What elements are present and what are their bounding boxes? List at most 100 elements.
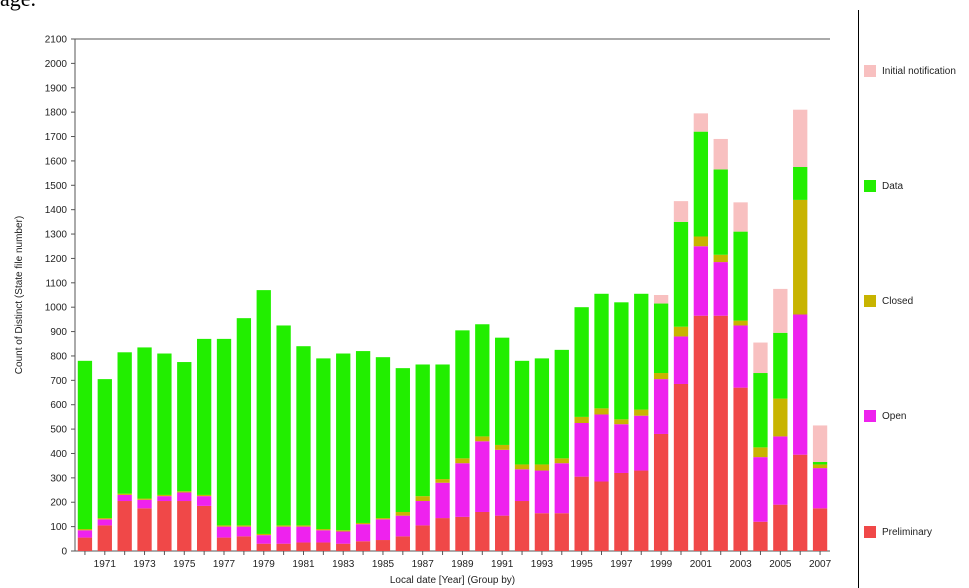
chart-legend: Initial notification Data Closed Open Prelim… [862, 0, 969, 588]
bar-initial-notification-2001 [693, 113, 709, 132]
bar-preliminary-1992 [514, 501, 530, 551]
y-tick-label: 800 [50, 351, 67, 362]
bar-closed-1971 [97, 518, 112, 520]
bar-closed-2000 [673, 326, 689, 337]
y-tick-labels: 0 100 200 300 400 500 600 700 800 900 1000 1100 1200… [45, 35, 68, 558]
bar-preliminary-1998 [634, 470, 649, 551]
x-tick-label: 1989 [451, 559, 474, 570]
bar-initial-notification-2007 [812, 425, 828, 463]
bar-preliminary-1983 [336, 543, 351, 551]
bar-open-2006 [793, 314, 808, 455]
bar-data-1984 [355, 351, 371, 523]
bar-data-1972 [117, 352, 132, 494]
bar-preliminary-1999 [653, 433, 669, 551]
bar-preliminary-1990 [475, 511, 490, 551]
bar-closed-1997 [614, 419, 629, 425]
y-tick-label: 2100 [45, 35, 68, 46]
bar-closed-2003 [733, 320, 748, 326]
x-axis-title: Local date [Year] (Group by) [390, 575, 515, 586]
bar-open-1993 [534, 470, 550, 514]
bar-preliminary-1979 [256, 543, 271, 551]
bar-initial-notification-2004 [753, 342, 768, 374]
bar-data-1970 [77, 360, 93, 530]
x-tick-label: 1999 [650, 559, 673, 570]
bar-data-2003 [733, 231, 748, 321]
y-tick-label: 1900 [45, 83, 68, 94]
bar-open-1984 [355, 524, 371, 542]
bar-open-1997 [614, 424, 629, 473]
bar-open-1995 [574, 423, 589, 477]
legend-item-initial-notification: Initial notification [864, 65, 956, 77]
bar-data-1987 [415, 364, 430, 497]
y-tick-label: 900 [50, 327, 67, 338]
bar-preliminary-2002 [713, 315, 728, 551]
bar-data-1983 [336, 353, 351, 531]
bar-data-1979 [256, 290, 271, 534]
bar-preliminary-2007 [812, 508, 828, 551]
legend-item-data: Data [864, 180, 903, 192]
bar-initial-notification-2005 [773, 288, 788, 333]
bar-closed-1982 [316, 529, 331, 531]
bar-open-1977 [216, 526, 232, 538]
bar-closed-1977 [216, 525, 232, 527]
legend-item-preliminary: Preliminary [864, 526, 932, 538]
bar-data-1971 [97, 379, 112, 519]
y-tick-label: 1300 [45, 230, 68, 241]
y-axis-title: Count of Distinct (State file number) [14, 216, 25, 374]
bar-open-1974 [157, 496, 172, 502]
bar-open-2001 [693, 246, 709, 316]
y-tick-label: 100 [50, 522, 67, 533]
bar-preliminary-1973 [137, 508, 152, 551]
legend-swatch [864, 410, 876, 422]
bar-open-1978 [236, 526, 252, 537]
bar-preliminary-2001 [693, 315, 709, 551]
bar-data-1977 [216, 338, 232, 526]
y-tick-label: 1600 [45, 156, 68, 167]
bar-open-1985 [375, 519, 391, 541]
bar-data-1989 [455, 330, 470, 459]
bar-open-2003 [733, 325, 748, 388]
x-tick-label: 1973 [133, 559, 156, 570]
bar-preliminary-1993 [534, 513, 550, 551]
legend-label: Data [882, 180, 904, 192]
bar-preliminary-1984 [355, 541, 371, 551]
x-tick-label: 2005 [769, 559, 792, 570]
bar-data-1985 [375, 357, 391, 519]
bar-open-1971 [97, 519, 112, 526]
bar-data-2007 [812, 462, 828, 465]
bar-open-2007 [812, 468, 828, 509]
bar-closed-1995 [574, 416, 589, 423]
x-tick-label: 1981 [292, 559, 315, 570]
bar-closed-2005 [773, 398, 788, 437]
bar-data-1995 [574, 307, 589, 417]
bar-closed-1989 [455, 458, 470, 464]
bar-open-1988 [435, 482, 450, 519]
bar-open-1973 [137, 499, 152, 509]
bar-open-2000 [673, 336, 689, 384]
bar-open-1979 [256, 535, 271, 544]
x-tick-label: 1971 [94, 559, 117, 570]
chart-bars [77, 109, 828, 551]
bar-preliminary-1980 [276, 543, 291, 551]
bar-preliminary-1997 [614, 472, 629, 551]
y-tick-label: 300 [50, 473, 67, 484]
x-tick-label: 1991 [491, 559, 514, 570]
bar-preliminary-2000 [673, 383, 689, 551]
y-tick-label: 1400 [45, 205, 68, 216]
bar-open-1983 [336, 531, 351, 544]
bar-data-2004 [753, 373, 768, 448]
bar-closed-1975 [177, 491, 192, 493]
legend-divider [858, 10, 859, 588]
bar-preliminary-1994 [554, 513, 569, 551]
bar-data-1973 [137, 347, 152, 499]
bar-preliminary-1981 [296, 542, 311, 551]
bar-closed-1999 [653, 373, 669, 380]
y-tick-label: 1200 [45, 254, 68, 265]
bar-closed-1974 [157, 494, 172, 497]
bar-open-1980 [276, 526, 291, 544]
bar-data-1981 [296, 346, 311, 526]
legend-label: Closed [882, 295, 914, 307]
bar-data-1996 [594, 293, 609, 409]
legend-swatch [864, 295, 876, 307]
bar-closed-1973 [137, 498, 152, 500]
